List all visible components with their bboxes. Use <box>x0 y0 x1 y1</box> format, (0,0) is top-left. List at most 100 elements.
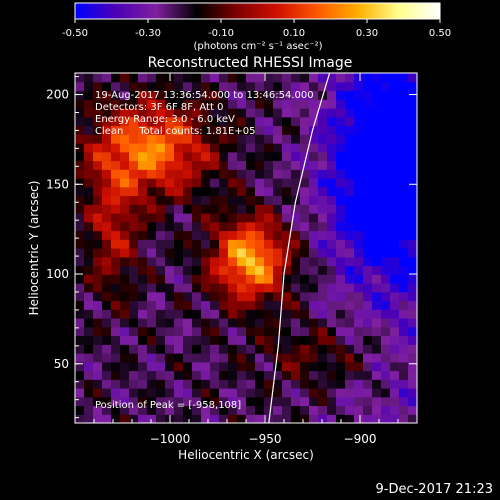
heatmap-cell <box>237 256 247 267</box>
heatmap-cell <box>345 361 355 372</box>
heatmap-cell <box>192 265 202 275</box>
heatmap-cell <box>282 335 292 345</box>
heatmap-cell <box>156 81 166 92</box>
heatmap-cell <box>129 81 139 92</box>
heatmap-cell <box>183 239 193 249</box>
heatmap-cell <box>381 99 391 109</box>
heatmap-cell <box>120 204 130 214</box>
heatmap-cell <box>75 405 85 415</box>
heatmap-cell <box>363 291 373 302</box>
heatmap-cell <box>228 178 238 188</box>
heatmap-cell <box>93 248 103 258</box>
heatmap-cell <box>129 396 139 407</box>
heatmap-cell <box>75 388 85 398</box>
heatmap-cell <box>399 361 409 372</box>
heatmap-cell <box>183 116 193 127</box>
heatmap-cell <box>390 204 400 214</box>
heatmap-cell <box>408 169 417 179</box>
heatmap-cell <box>273 81 283 92</box>
heatmap-image <box>75 73 417 423</box>
heatmap-cell <box>183 309 193 319</box>
heatmap-cell <box>363 300 373 310</box>
heatmap-cell <box>147 195 157 205</box>
heatmap-cell <box>381 370 391 380</box>
heatmap-cell <box>327 108 337 118</box>
heatmap-cell <box>246 326 256 337</box>
heatmap-cell <box>102 108 112 118</box>
heatmap-cell <box>318 239 328 249</box>
heatmap-cell <box>192 151 202 162</box>
colorbar-gradient <box>74 2 441 20</box>
heatmap-cell <box>138 370 148 380</box>
heatmap-cell <box>282 256 292 267</box>
heatmap-cell <box>210 134 220 144</box>
heatmap-cell <box>318 186 328 197</box>
y-tick-label: 200 <box>46 88 69 102</box>
heatmap-cell <box>219 204 229 214</box>
heatmap-cell <box>300 248 310 258</box>
heatmap-cell <box>111 143 121 153</box>
heatmap-cell <box>201 265 211 275</box>
heatmap-cell <box>165 116 175 127</box>
heatmap-cell <box>345 291 355 302</box>
heatmap-cell <box>318 230 328 240</box>
heatmap-cell <box>264 353 274 363</box>
heatmap-cell <box>183 90 193 100</box>
heatmap-cell <box>363 379 373 389</box>
heatmap-cell <box>147 134 157 144</box>
heatmap-cell <box>75 353 85 363</box>
heatmap-cell <box>264 344 274 354</box>
heatmap-cell <box>192 335 202 345</box>
heatmap-cell <box>255 326 265 337</box>
heatmap-cell <box>246 248 256 258</box>
heatmap-cell <box>327 143 337 153</box>
heatmap-cell <box>246 370 256 380</box>
heatmap-cell <box>156 405 166 415</box>
heatmap-cell <box>156 396 166 407</box>
heatmap-cell <box>120 143 130 153</box>
heatmap-cell <box>120 90 130 100</box>
heatmap-cell <box>336 108 346 118</box>
heatmap-cell <box>75 116 85 127</box>
heatmap-cell <box>354 134 364 144</box>
heatmap-cell <box>102 134 112 144</box>
heatmap-cell <box>300 143 310 153</box>
heatmap-cell <box>246 73 256 83</box>
heatmap-cell <box>264 186 274 197</box>
heatmap-cell <box>327 318 337 328</box>
heatmap-cell <box>111 361 121 372</box>
heatmap-cell <box>174 344 184 354</box>
heatmap-cell <box>237 274 247 284</box>
heatmap-cell <box>408 326 417 337</box>
heatmap-cell <box>336 169 346 179</box>
heatmap-cell <box>174 81 184 92</box>
heatmap-cell <box>399 178 409 188</box>
heatmap-cell <box>399 230 409 240</box>
heatmap-cell <box>165 178 175 188</box>
heatmap-cell <box>363 178 373 188</box>
heatmap-cell <box>219 178 229 188</box>
heatmap-cell <box>84 204 94 214</box>
heatmap-cell <box>201 186 211 197</box>
heatmap-cell <box>201 151 211 162</box>
heatmap-cell <box>147 90 157 100</box>
heatmap-cell <box>237 160 247 170</box>
heatmap-cell <box>192 248 202 258</box>
heatmap-cell <box>282 160 292 170</box>
heatmap-cell <box>318 81 328 92</box>
heatmap-cell <box>156 90 166 100</box>
heatmap-cell <box>354 108 364 118</box>
heatmap-cell <box>372 195 382 205</box>
heatmap-cell <box>210 213 220 223</box>
heatmap-cell <box>273 160 283 170</box>
heatmap-cell <box>318 195 328 205</box>
heatmap-cell <box>390 291 400 302</box>
heatmap-cell <box>345 99 355 109</box>
heatmap-cell <box>228 309 238 319</box>
heatmap-cell <box>246 405 256 415</box>
footer-timestamp: 9-Dec-2017 21:23 <box>376 482 494 497</box>
heatmap-cell <box>192 143 202 153</box>
heatmap-cell <box>93 90 103 100</box>
heatmap-cell <box>354 335 364 345</box>
heatmap-cell <box>210 256 220 267</box>
